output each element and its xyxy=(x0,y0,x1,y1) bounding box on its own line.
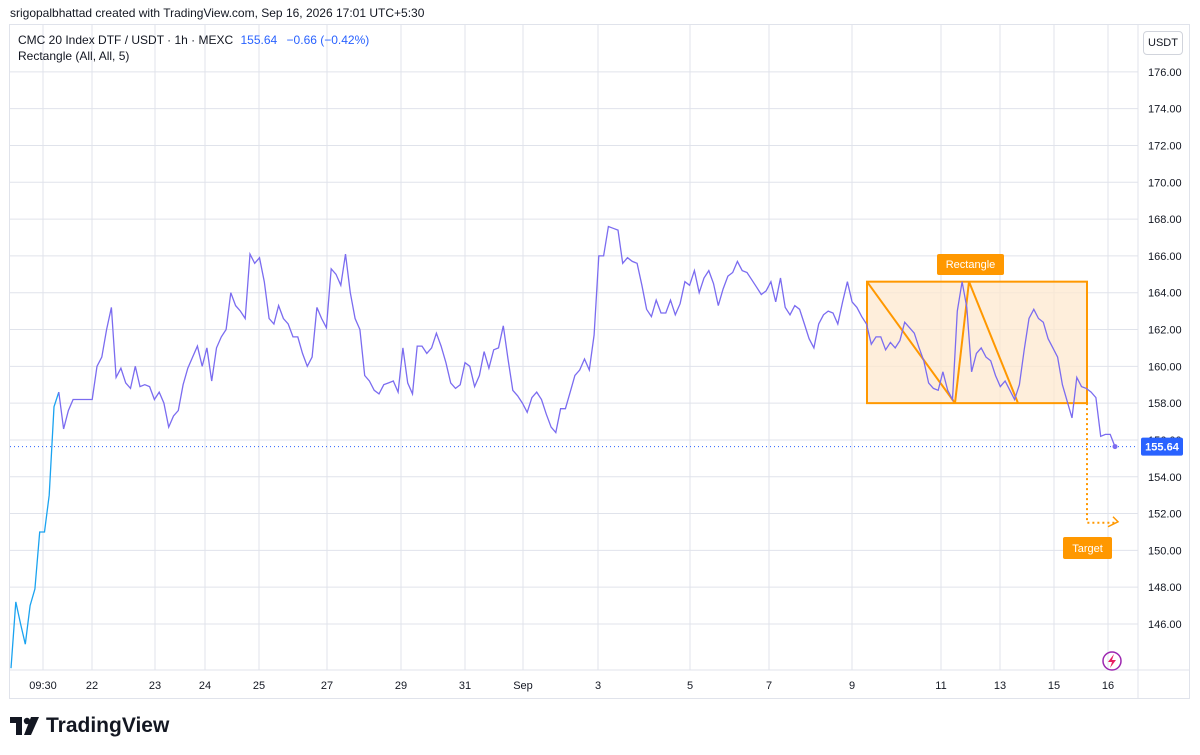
time-tick-label: 29 xyxy=(395,680,407,692)
price-series xyxy=(10,225,1116,669)
price-tick-label: 150.00 xyxy=(1148,545,1182,557)
time-tick-label: 23 xyxy=(149,680,161,692)
price-tick-label: 174.00 xyxy=(1148,104,1182,116)
chart-frame[interactable] xyxy=(9,24,1190,699)
tradingview-logo: TradingView xyxy=(10,714,169,738)
price-line xyxy=(58,225,1116,447)
pattern-swing-line xyxy=(968,281,1019,404)
price-tick-label: 148.00 xyxy=(1148,582,1182,594)
symbol-name[interactable]: CMC 20 Index DTF / USDT · 1h · MEXC xyxy=(18,33,234,47)
price-tick-label: 172.00 xyxy=(1148,140,1182,152)
time-tick-label: Sep xyxy=(513,680,533,692)
tradingview-wordmark: TradingView xyxy=(46,714,170,737)
price-tick-label: 168.00 xyxy=(1148,214,1182,226)
rectangle-label: Rectangle xyxy=(946,259,996,271)
price-tick-label: 158.00 xyxy=(1148,398,1182,410)
time-tick-label: 31 xyxy=(459,680,471,692)
time-axis: 09:30 22 23 24 25 27 29 31 Sep 3 5 7 9 11 13 15 16 xyxy=(29,680,1114,692)
time-tick-label: 16 xyxy=(1102,680,1114,692)
top-bar: srigopalbhattad created with TradingView… xyxy=(0,0,1200,24)
lightning-bolt-icon xyxy=(1108,654,1116,668)
last-price-badge xyxy=(1141,437,1183,456)
rectangle-pattern xyxy=(866,280,1088,405)
currency-button[interactable]: USDT xyxy=(1143,31,1183,55)
target-label: Target xyxy=(1072,543,1103,555)
lightning-icon xyxy=(1102,651,1122,671)
time-tick-label: 13 xyxy=(994,680,1006,692)
price-tick-label: 164.00 xyxy=(1148,288,1182,300)
price-tick-label: 166.00 xyxy=(1148,251,1182,263)
time-tick-label: 22 xyxy=(86,680,98,692)
time-tick-label: 15 xyxy=(1048,680,1060,692)
last-price-dot xyxy=(1112,444,1118,450)
legend-change: −0.66 (−0.42%) xyxy=(286,33,370,47)
time-tick-label: 3 xyxy=(595,680,601,692)
price-tick-label: 176.00 xyxy=(1148,67,1182,79)
time-tick-label: 25 xyxy=(253,680,265,692)
price-tick-label: 160.00 xyxy=(1148,361,1182,373)
price-tick-label: 152.00 xyxy=(1148,509,1182,521)
time-tick-label: 9 xyxy=(849,680,855,692)
price-axis: 146.00148.00150.00152.00154.00156.00158.… xyxy=(1148,67,1182,631)
price-tick-label: 162.00 xyxy=(1148,325,1182,337)
chart-credit: srigopalbhattad created with TradingView… xyxy=(10,6,425,20)
price-overlay: Rectangle Target 155.64 xyxy=(10,254,1183,671)
rectangle-label-bg xyxy=(937,254,1004,275)
target-arrow-icon xyxy=(1107,516,1120,528)
price-tick-label: 146.00 xyxy=(1148,619,1182,631)
time-tick-label: 7 xyxy=(766,680,772,692)
time-tick-label: 5 xyxy=(687,680,693,692)
time-tick-label: 27 xyxy=(321,680,333,692)
symbol-legend[interactable]: CMC 20 Index DTF / USDT · 1h · MEXC 155.… xyxy=(18,32,369,64)
target-projection xyxy=(1086,403,1117,524)
last-price-label: 155.64 xyxy=(1145,442,1180,454)
price-line-early xyxy=(10,391,60,669)
price-tick-label: 170.00 xyxy=(1148,177,1182,189)
price-tick-label: 154.00 xyxy=(1148,472,1182,484)
indicator-label[interactable]: Rectangle (All, All, 5) xyxy=(18,49,130,63)
legend-price: 155.64 xyxy=(240,33,278,47)
target-label-bg xyxy=(1063,537,1112,559)
time-tick-label: 09:30 xyxy=(29,680,57,692)
tradingview-logo-icon xyxy=(10,717,39,735)
pattern-swing-line xyxy=(954,281,970,404)
time-tick-label: 24 xyxy=(199,680,211,692)
time-tick-label: 11 xyxy=(935,680,946,692)
